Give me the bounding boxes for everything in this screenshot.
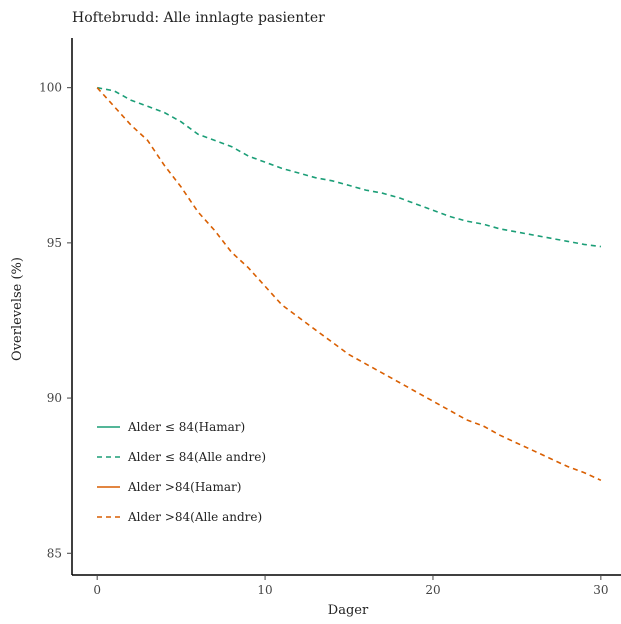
legend-label-1: Alder ≤ 84(Alle andre): [127, 450, 266, 464]
legend: Alder ≤ 84(Hamar) Alder ≤ 84(Alle andre) A…: [97, 420, 266, 524]
chart-title: Hoftebrudd: Alle innlagte pasienter: [72, 10, 325, 26]
legend-label-3: Alder >84(Alle andre): [127, 510, 262, 524]
series-layer: [96, 86, 602, 482]
legend-label-0: Alder ≤ 84(Hamar): [127, 420, 245, 434]
y-tick-label: 85: [47, 546, 62, 560]
axes-layer: [71, 38, 621, 576]
y-tick-label: 95: [47, 236, 62, 250]
x-tick-label: 20: [425, 583, 440, 597]
legend-label-2: Alder >84(Hamar): [127, 480, 241, 494]
y-tick-label: 100: [39, 81, 62, 95]
series-line-1: [97, 86, 602, 248]
x-tick-label: 0: [93, 583, 101, 597]
x-tick-label: 30: [593, 583, 608, 597]
x-axis-label: Dager: [328, 603, 369, 618]
y-axis-label: Overlevelse (%): [10, 257, 25, 361]
series-line-3: [96, 87, 602, 482]
x-tick-label: 10: [257, 583, 272, 597]
y-tick-label: 90: [47, 391, 62, 405]
ticks-layer: 0 10 20 30 85 90 95 100: [39, 81, 608, 597]
